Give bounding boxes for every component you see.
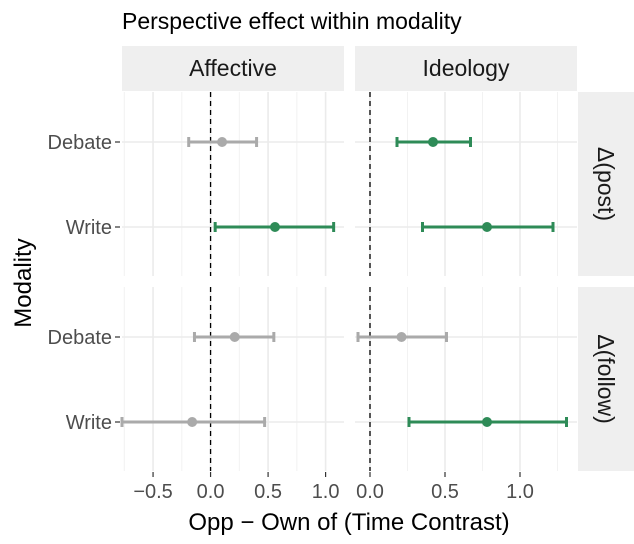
x-tick-label: −0.5 (133, 481, 172, 503)
strip-label-row: Δ(post) (593, 147, 619, 221)
y-axis-label: Modality (10, 238, 37, 327)
strip-affective (122, 46, 344, 91)
y-tick-label: Write (66, 217, 112, 239)
point-affective-post-write (269, 222, 280, 232)
strip-ideology (355, 46, 577, 91)
panel-affective-follow (122, 287, 344, 471)
point-affective-post-debate (217, 137, 228, 147)
point-ideology-post-debate (428, 137, 438, 147)
y-tick-label: Debate (48, 132, 113, 154)
y-tick-label: Write (66, 412, 112, 434)
x-axis-label: Opp − Own of (Time Contrast) (188, 509, 509, 536)
point-ideology-post-write (482, 222, 492, 232)
x-tick-label: 0.0 (197, 481, 225, 503)
x-tick-label: 0.5 (431, 481, 459, 503)
chart-title: Perspective effect within modality (122, 8, 462, 34)
panel-ideology-post (355, 92, 577, 276)
point-ideology-follow-debate (396, 332, 407, 342)
strip-label-ideology: Ideology (423, 55, 510, 81)
panel-affective-post (122, 92, 344, 276)
strip-row-post (578, 92, 634, 276)
x-tick-label: 1.0 (312, 481, 340, 503)
x-tick-label: 0.0 (356, 481, 384, 503)
point-ideology-follow-write (482, 417, 492, 427)
x-tick-label: 0.5 (254, 481, 282, 503)
panel-ideology-follow (355, 287, 577, 471)
strip-label-affective: Affective (189, 55, 277, 81)
chart-panels: Affective Ideology Δ(post) Δ(follow) Debate W… (48, 46, 634, 503)
point-affective-follow-debate (229, 332, 240, 342)
point-affective-follow-write (187, 417, 198, 427)
strip-row-follow (578, 287, 634, 471)
x-tick-label: 1.0 (506, 481, 534, 503)
strip-label-row: Δ(follow) (593, 334, 619, 423)
y-tick-label: Debate (48, 327, 113, 349)
